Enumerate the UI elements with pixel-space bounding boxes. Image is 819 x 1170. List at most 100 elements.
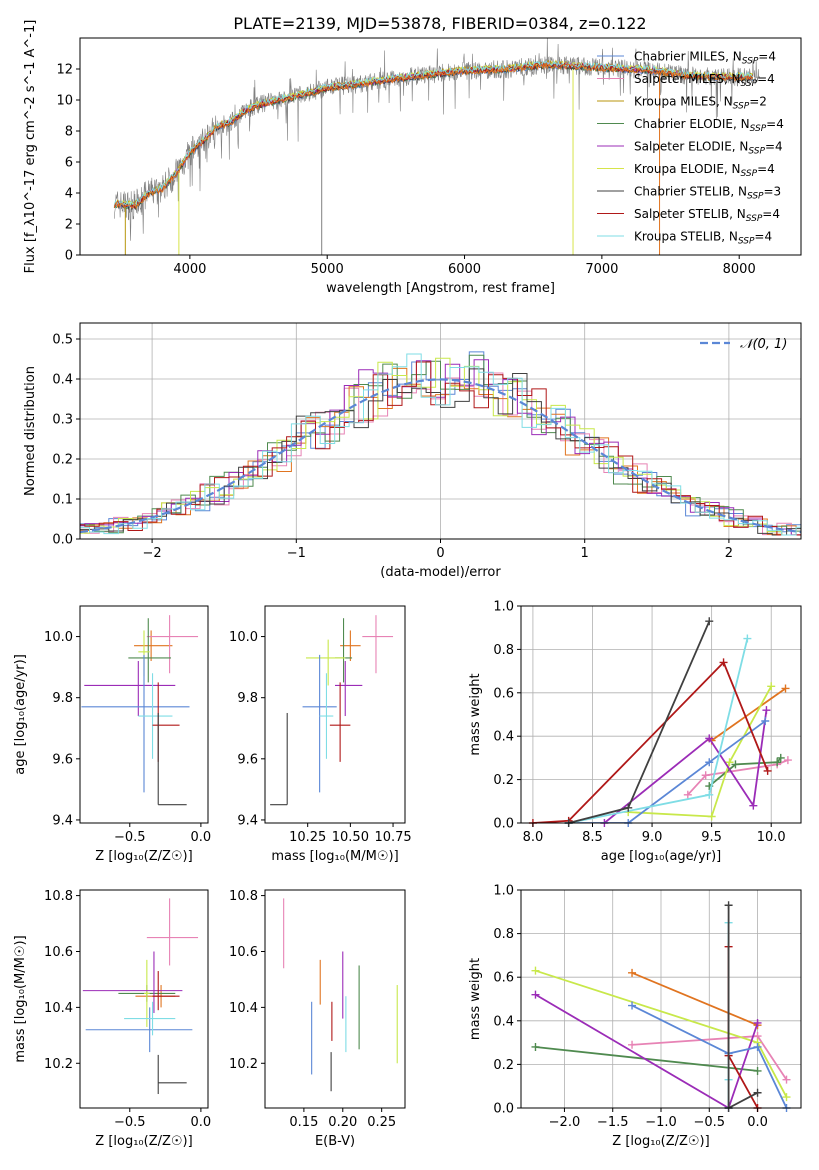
- y-tick-label: 0.4: [493, 730, 514, 745]
- x-tick-label: 0.0: [747, 1115, 768, 1130]
- y-tick-label: 0.2: [52, 453, 73, 468]
- residual-histogram: [80, 367, 801, 536]
- y-tick-label: 0.6: [493, 971, 514, 986]
- residual-histogram: [80, 353, 801, 536]
- weight-line: [603, 710, 768, 823]
- y-tick-label: 9.4: [237, 813, 258, 828]
- y-axis-label: mass weight: [468, 958, 483, 1040]
- y-tick-label: 0.4: [493, 1014, 514, 1029]
- y-tick-label: 1.0: [493, 884, 514, 899]
- y-tick-label: 10: [56, 94, 73, 109]
- x-tick-label: 5000: [311, 262, 344, 277]
- weight-marker: [705, 734, 714, 743]
- weight-marker: [705, 790, 714, 799]
- x-tick-label: −2: [143, 546, 162, 561]
- x-tick-label: 8.0: [523, 830, 544, 845]
- axes-frame: [264, 605, 406, 824]
- y-tick-label: 0.6: [493, 686, 514, 701]
- y-tick-label: 9.8: [237, 691, 258, 706]
- y-tick-label: 0.2: [493, 1058, 514, 1073]
- weight-marker: [683, 790, 692, 799]
- y-tick-label: 4: [65, 187, 73, 202]
- weight-marker: [749, 801, 758, 810]
- weight-line: [631, 971, 758, 1027]
- y-tick-label: 0.8: [493, 643, 514, 658]
- x-tick-label: 2: [725, 546, 733, 561]
- y-tick-label: 0.0: [493, 1102, 514, 1117]
- y-tick-label: 0.1: [52, 493, 73, 508]
- weight-line: [568, 720, 766, 823]
- axes-frame: [79, 37, 802, 256]
- weight-marker: [783, 756, 792, 765]
- axes-frame: [520, 605, 802, 824]
- x-tick-label: −1: [287, 546, 306, 561]
- y-tick-label: 0.0: [52, 533, 73, 548]
- legend-entry: Kroupa ELODIE, NSSP=4: [634, 162, 775, 179]
- legend-entry: Chabrier STELIB, NSSP=3: [634, 185, 781, 202]
- x-tick-label: 10.75: [374, 830, 411, 845]
- y-tick-label: 12: [56, 63, 73, 78]
- y-tick-label: 0.0: [493, 817, 514, 832]
- x-axis-label: wavelength [Angstrom, rest frame]: [326, 281, 555, 296]
- x-tick-label: −0.5: [693, 1115, 725, 1130]
- weight-marker: [762, 706, 771, 715]
- legend-entry: 𝒩(0, 1): [740, 337, 787, 352]
- weight-marker: [701, 771, 710, 780]
- legend-entry: Kroupa MILES, NSSP=2: [634, 95, 767, 112]
- model-spectrum-line: [113, 60, 754, 207]
- residual-histogram: [80, 357, 801, 536]
- weight-marker: [628, 968, 637, 977]
- massweight-vs-Z-panel: −2.0 −1.5 −1.0 −0.5 0.0 0.0 0.2 0.4 0.6 0.8 1.0 Z […: [468, 884, 802, 1149]
- x-tick-label: 10.0: [757, 830, 786, 845]
- model-spectrum-line: [113, 62, 754, 210]
- x-axis-label: Z [log₁₀(Z/Z☉)]: [612, 1134, 709, 1149]
- weight-marker: [767, 682, 776, 691]
- axes-frame: [79, 889, 209, 1109]
- y-tick-label: 10.4: [44, 1001, 73, 1016]
- x-tick-label: 8000: [723, 262, 756, 277]
- y-tick-label: 10.4: [229, 1001, 258, 1016]
- legend-entry: Salpeter STELIB, NSSP=4: [634, 207, 780, 224]
- weight-marker: [731, 760, 740, 769]
- axes-frame: [264, 889, 406, 1109]
- normal-curve: [80, 378, 801, 534]
- weight-marker: [753, 1066, 762, 1075]
- weight-marker: [761, 717, 770, 726]
- y-tick-label: 8: [65, 125, 73, 140]
- x-axis-label: E(B-V): [315, 1134, 355, 1149]
- weight-marker: [707, 812, 716, 821]
- weight-marker: [724, 901, 733, 910]
- y-tick-label: 10.8: [44, 889, 73, 904]
- weight-marker: [782, 1093, 791, 1102]
- x-tick-label: 10.50: [332, 830, 369, 845]
- x-tick-label: 7000: [585, 262, 618, 277]
- weight-line: [708, 757, 782, 787]
- x-tick-label: 9.0: [642, 830, 663, 845]
- figure-title: PLATE=2139, MJD=53878, FIBERID=0384, z=0…: [233, 14, 646, 33]
- y-tick-label: 10.0: [229, 630, 258, 645]
- y-tick-label: 0: [65, 249, 73, 264]
- legend-entry: Chabrier MILES, NSSP=4: [634, 50, 776, 67]
- weight-marker: [773, 758, 782, 767]
- x-tick-label: −0.5: [114, 830, 146, 845]
- x-tick-label: 0.0: [191, 830, 212, 845]
- age-vs-mass-panel: 10.25 10.50 10.75 9.4 9.6 9.8 10.0 mass [log₁₀(…: [229, 605, 412, 864]
- weight-line: [535, 993, 759, 1108]
- x-tick-label: 4000: [173, 262, 206, 277]
- x-tick-label: 8.5: [582, 830, 603, 845]
- legend-entry: Kroupa STELIB, NSSP=4: [634, 230, 772, 247]
- massweight-vs-age-panel: 8.0 8.5 9.0 9.5 10.0 0.0 0.2 0.4 0.6 0.8 1.0 age [l…: [468, 600, 802, 864]
- y-tick-label: 1.0: [493, 600, 514, 615]
- x-tick-label: 9.5: [701, 830, 722, 845]
- legend-entry: Chabrier ELODIE, NSSP=4: [634, 117, 784, 134]
- weight-marker: [531, 1042, 540, 1051]
- y-tick-label: 6: [65, 156, 73, 171]
- weight-marker: [776, 753, 785, 762]
- x-tick-label: −0.5: [114, 1115, 146, 1130]
- y-tick-label: 10.8: [229, 889, 258, 904]
- mass-vs-Z-panel: −0.5 0.0 10.2 10.4 10.6 10.8 Z [log₁₀(Z/Z☉)] ma…: [13, 889, 211, 1149]
- y-tick-label: 10.2: [229, 1057, 258, 1072]
- x-axis-label: Z [log₁₀(Z/Z☉)]: [95, 1134, 192, 1149]
- y-axis-label: age [log₁₀(age/yr)]: [13, 654, 28, 775]
